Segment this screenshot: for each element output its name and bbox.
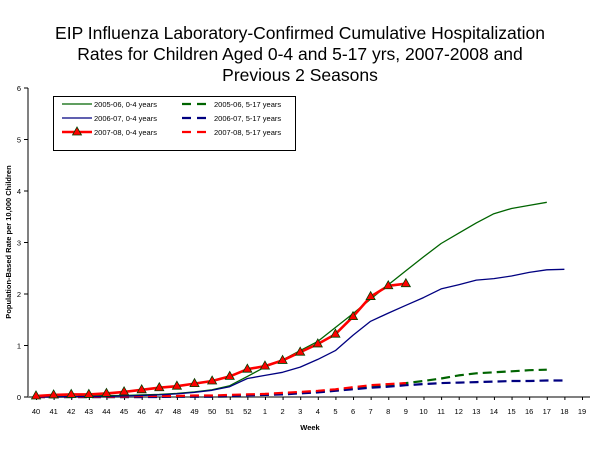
x-tick-label: 1 (263, 407, 267, 416)
data-point-triangle (277, 354, 288, 364)
x-tick-label: 52 (243, 407, 251, 416)
x-tick-label: 19 (578, 407, 586, 416)
data-point-triangle (66, 388, 77, 398)
data-point-triangle (383, 279, 394, 290)
data-point-triangle (154, 381, 165, 392)
data-point-triangle (295, 346, 306, 356)
data-point-triangle (312, 338, 323, 348)
x-tick-label: 15 (507, 407, 515, 416)
data-point-triangle (171, 380, 183, 390)
y-tick-label: 3 (17, 239, 21, 248)
data-point-triangle (30, 390, 42, 400)
y-tick-label: 6 (17, 84, 21, 93)
x-tick-label: 14 (490, 407, 498, 416)
x-tick-label: 4 (316, 407, 320, 416)
x-tick-label: 3 (298, 407, 302, 416)
y-tick-label: 4 (17, 187, 21, 196)
data-point-triangle (400, 277, 412, 288)
data-point-triangle (259, 360, 271, 370)
data-point-triangle (242, 363, 253, 373)
x-tick-label: 48 (173, 407, 181, 416)
x-tick-label: 17 (543, 407, 551, 416)
chart-title: EIP Influenza Laboratory-Confirmed Cumul… (0, 23, 600, 86)
x-tick-label: 42 (67, 407, 75, 416)
data-point-triangle (365, 290, 376, 300)
data-point-triangle (189, 377, 200, 388)
x-tick-label: 9 (404, 407, 408, 416)
series-line-2007-08-0-4-years (35, 282, 407, 398)
x-tick-label: 16 (525, 407, 533, 416)
legend-label: 2007-08, 5-17 years (214, 128, 281, 137)
legend: 2005-06, 0-4 years 2006-07, 0-4 years 2007… (53, 96, 296, 151)
x-tick-label: 10 (419, 407, 427, 416)
legend-label: 2006-07, 0-4 years (94, 114, 157, 123)
x-tick-label: 44 (102, 407, 110, 416)
x-tick-label: 2 (280, 407, 284, 416)
x-tick-label: 11 (437, 407, 445, 416)
data-point-triangle (48, 389, 59, 399)
x-tick-label: 18 (560, 407, 568, 416)
x-tick-label: 5 (333, 407, 337, 416)
data-point-triangle (330, 328, 341, 338)
legend-label: 2007-08, 0-4 years (94, 128, 157, 137)
data-point-triangle (83, 388, 95, 398)
y-tick-label: 5 (17, 136, 21, 145)
legend-marker-triangle (71, 126, 83, 136)
data-point-triangle (136, 383, 147, 394)
y-tick-label: 2 (17, 290, 21, 299)
x-tick-label: 47 (155, 407, 163, 416)
legend-label: 2005-06, 0-4 years (94, 100, 157, 109)
x-axis-title: Week (300, 423, 320, 432)
x-tick-label: 46 (138, 407, 146, 416)
y-tick-label: 0 (17, 393, 21, 402)
chart-title-line-3: Previous 2 Seasons (222, 65, 378, 85)
legend-label: 2005-06, 5-17 years (214, 100, 281, 109)
data-point-triangle (224, 370, 235, 380)
chart-title-line-2: Rates for Children Aged 0-4 and 5-17 yrs… (77, 44, 523, 64)
legend-label: 2006-07, 5-17 years (214, 114, 281, 123)
x-tick-label: 8 (386, 407, 390, 416)
x-tick-label: 12 (455, 407, 463, 416)
x-tick-label: 41 (49, 407, 57, 416)
series-line-2006-07-0-4-years (36, 268, 565, 398)
data-point-triangle (101, 387, 112, 397)
x-tick-label: 40 (32, 407, 40, 416)
data-point-triangle (347, 310, 359, 321)
x-tick-label: 43 (85, 407, 93, 416)
y-tick-label: 1 (17, 342, 21, 351)
legend-box (53, 96, 296, 151)
x-tick-label: 7 (369, 407, 373, 416)
x-tick-label: 51 (226, 407, 234, 416)
y-axis-title: Population-Based Rate per 10,000 Childre… (4, 165, 13, 319)
x-tick-label: 6 (351, 407, 355, 416)
x-tick-label: 45 (120, 407, 128, 416)
data-point-triangle (206, 375, 218, 385)
data-point-triangle (118, 386, 130, 396)
series-line-2006-07-5-17-years (36, 379, 565, 399)
x-tick-label: 13 (472, 407, 480, 416)
x-tick-label: 50 (208, 407, 216, 416)
chart-title-line-1: EIP Influenza Laboratory-Confirmed Cumul… (55, 23, 545, 43)
series-layer (30, 201, 565, 400)
series-line-2005-06-0-4-years (35, 201, 547, 398)
x-tick-label: 49 (190, 407, 198, 416)
